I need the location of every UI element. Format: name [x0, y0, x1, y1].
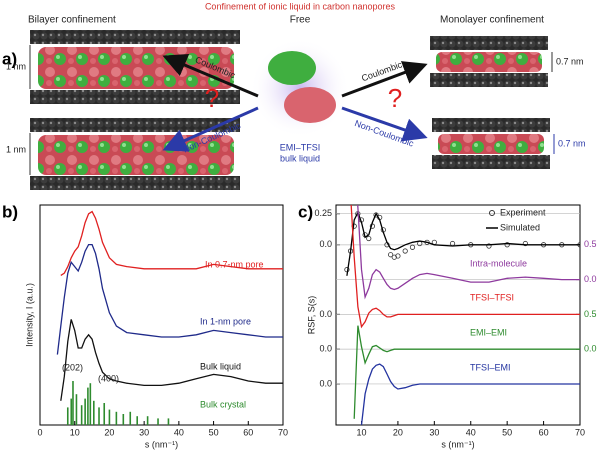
data-line	[60, 319, 283, 401]
x-tick-label: 70	[575, 427, 585, 437]
data-point	[395, 253, 401, 259]
data-point	[366, 235, 372, 242]
ion-monolayer	[436, 52, 542, 72]
data-point	[402, 248, 408, 254]
monolayer-label: Monolayer confinement	[440, 15, 544, 26]
graphene-sheet	[432, 155, 550, 169]
y2-tick-label: 0.0	[584, 274, 597, 284]
gap-label: 1 nm	[6, 144, 26, 154]
series-label: TFSI–EMI	[470, 362, 511, 372]
arrow	[162, 53, 259, 98]
data-point	[409, 244, 416, 250]
y-tick-label: 0.0	[319, 378, 332, 388]
question-mark: ?	[388, 83, 402, 113]
graphene-sheet	[432, 118, 550, 132]
y2-tick-label: 0.5	[584, 309, 597, 319]
y-tick-label: 0.0	[319, 239, 332, 249]
plot-area	[344, 205, 580, 425]
x-tick-label: 40	[174, 427, 184, 437]
x-tick-label: 60	[539, 427, 549, 437]
x-tick-label: 70	[278, 427, 288, 437]
data-point	[391, 254, 397, 260]
graphene-sheet	[30, 30, 240, 44]
series-label: In 0.7-nm pore	[205, 259, 264, 269]
tfsi-ion	[284, 87, 336, 123]
data-line	[56, 243, 283, 355]
peak-annotation: (400)	[98, 373, 119, 383]
chart-panel: 0 10 20 30 40 50 60 70 s (nm⁻¹) Intensity, I (a.u…	[24, 204, 288, 449]
x-axis-label: s (nm⁻¹)	[441, 439, 474, 449]
y-tick-label: 0.0	[319, 344, 332, 354]
bulk-name: EMI–TFSI	[280, 142, 321, 152]
series-label: Intra-molecule	[470, 258, 527, 268]
emi-ion	[268, 51, 316, 85]
bilayer-label: Bilayer confinement	[28, 15, 116, 26]
x-tick-label: 0	[37, 427, 42, 437]
data-point	[522, 240, 528, 247]
x-tick-label: 30	[139, 427, 149, 437]
data-line	[360, 363, 580, 425]
x-tick-label: 50	[209, 427, 219, 437]
y2-tick-label: 0.0	[584, 344, 597, 354]
question-mark: ?	[205, 83, 219, 113]
y-tick-label: 0.0	[319, 309, 332, 319]
legend-label: Simulated	[500, 222, 540, 232]
graphene-sheet	[430, 73, 548, 87]
data-line	[356, 205, 580, 300]
plot-frame	[39, 204, 284, 426]
panel-a: Confinement of ionic liquid in carbon na…	[2, 1, 586, 190]
data-point	[388, 252, 394, 258]
x-tick-label: 20	[393, 427, 403, 437]
data-line	[346, 210, 580, 276]
gap-label: 0.7 nm	[556, 56, 584, 66]
plot-area	[56, 210, 283, 425]
series-label: Bulk crystal	[200, 399, 246, 409]
data-point	[486, 243, 492, 249]
bulk-state: bulk liquid	[280, 153, 320, 163]
x-tick-label: 40	[466, 427, 476, 437]
gap-label: 1 nm	[6, 61, 26, 71]
y-axis-label: Intensity, I (a.u.)	[24, 283, 34, 347]
series-label: Bulk liquid	[200, 361, 241, 371]
data-line	[350, 205, 580, 329]
x-tick-label: 50	[502, 427, 512, 437]
peak-annotation: (202)	[62, 362, 83, 372]
x-tick-label: 20	[104, 427, 114, 437]
graphene-sheet	[430, 36, 548, 50]
figure-title: Confinement of ionic liquid in carbon na…	[205, 1, 396, 11]
arrow	[162, 106, 259, 152]
series-label: In 1-nm pore	[200, 316, 251, 326]
y-axis-label: RSF, S(s)	[306, 296, 316, 335]
x-tick-label: 30	[429, 427, 439, 437]
arrow	[341, 106, 428, 142]
chart-panel: 10 20 30 40 50 60 70 0.25 0.0 0.0 0.0 0.0 0.5 0.0 0.5 0…	[306, 204, 597, 449]
x-tick-label: 60	[243, 427, 253, 437]
y2-tick-label: 0.5	[584, 239, 597, 249]
series-label: TFSI–TFSI	[470, 292, 514, 302]
panel-label: b)	[2, 202, 18, 221]
data-point	[504, 242, 510, 248]
series-label: EMI–EMI	[470, 327, 507, 337]
panel-label: a)	[2, 49, 17, 68]
legend-symbol	[489, 210, 495, 216]
data-line	[353, 325, 580, 419]
x-tick-label: 10	[70, 427, 80, 437]
legend-label: Experiment	[500, 207, 546, 217]
gap-label: 0.7 nm	[558, 138, 586, 148]
x-axis-label: s (nm⁻¹)	[145, 439, 178, 449]
ion-monolayer	[438, 134, 544, 154]
data-line	[60, 210, 283, 276]
graphene-sheet	[30, 90, 240, 104]
panel-label: c)	[298, 202, 313, 221]
arrow	[341, 61, 428, 98]
graphene-sheet	[30, 118, 240, 132]
y-tick-label: 0.25	[314, 208, 332, 218]
graphene-sheet	[30, 176, 240, 190]
free-label: Free	[290, 15, 311, 26]
x-tick-label: 10	[356, 427, 366, 437]
